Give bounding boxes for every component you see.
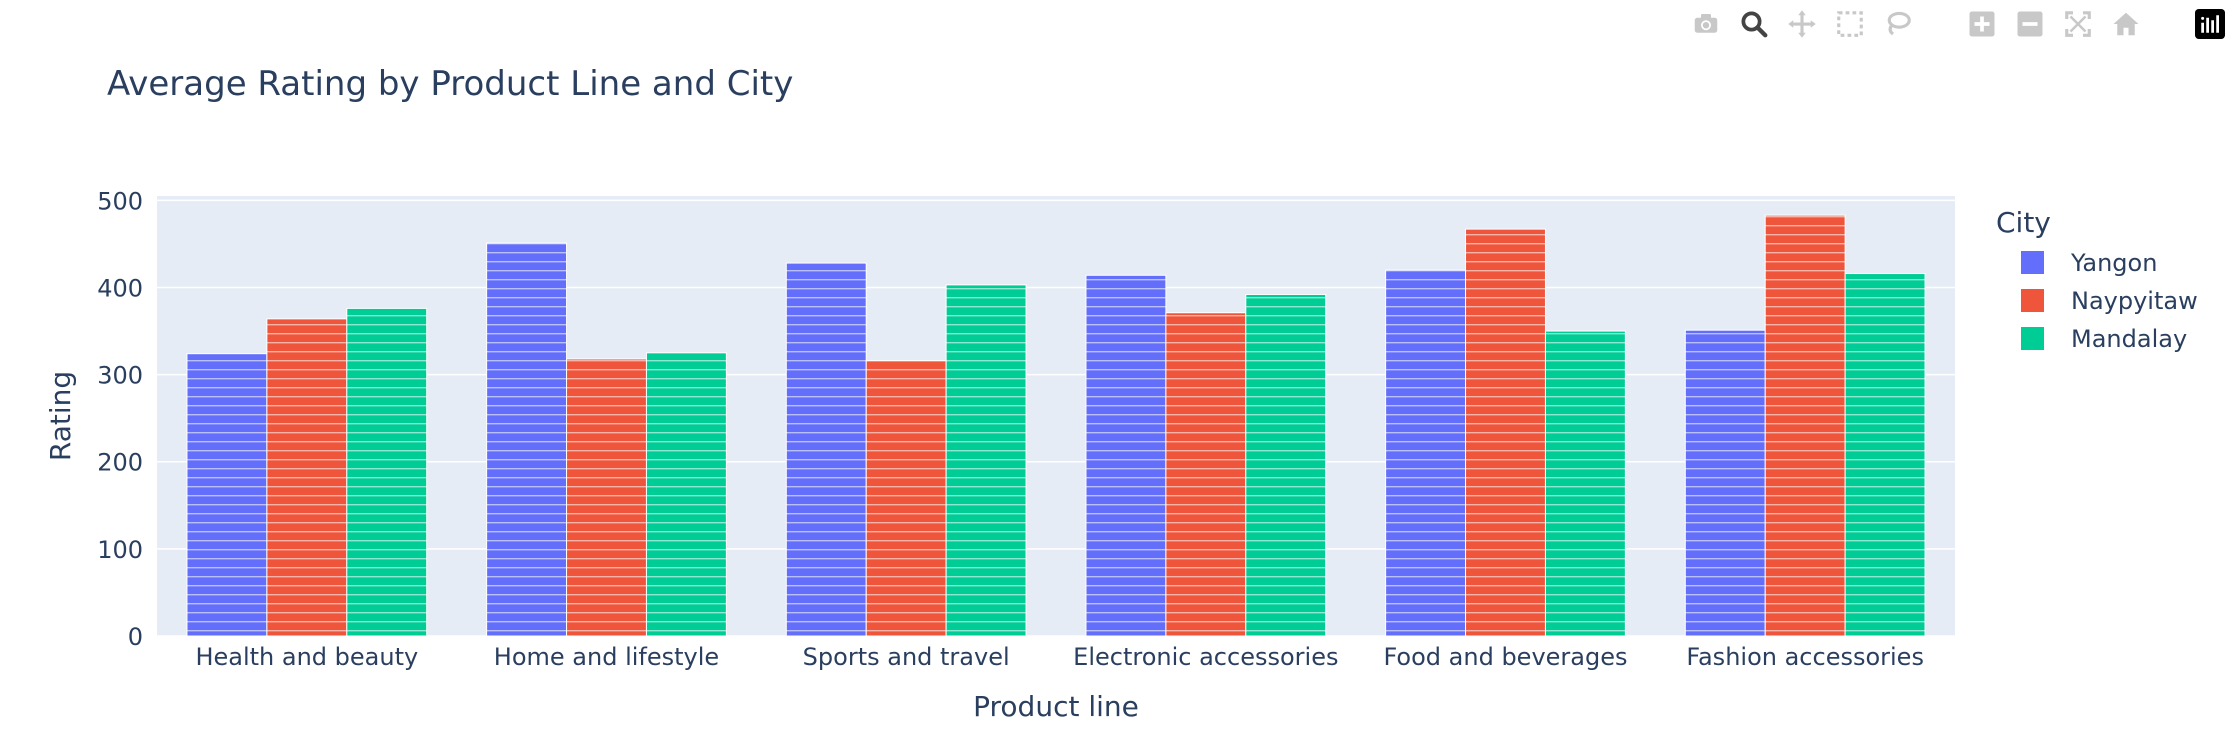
y-tick-label: 0 (128, 623, 143, 651)
y-axis-label: Rating (44, 371, 77, 461)
y-tick-labels: 0 100 200 300 400 500 (97, 187, 143, 651)
y-tick-label: 400 (97, 274, 143, 302)
legend-item[interactable]: Yangon (2021, 249, 2157, 277)
bar[interactable] (1465, 228, 1546, 637)
bar[interactable] (1385, 269, 1467, 637)
home-icon[interactable] (2108, 6, 2144, 42)
bar[interactable] (266, 318, 348, 637)
bar[interactable] (1085, 274, 1167, 637)
legend[interactable]: City Yangon Naypyitaw Mandalay (1996, 206, 2198, 353)
bar[interactable] (1684, 329, 1766, 637)
y-tick-label: 200 (97, 449, 143, 477)
bar[interactable] (865, 360, 947, 637)
lasso-icon[interactable] (1880, 6, 1916, 42)
gridlines (157, 199, 1955, 637)
bar[interactable] (1165, 312, 1247, 637)
legend-label: Mandalay (2071, 325, 2187, 353)
legend-swatch (2021, 251, 2044, 274)
legend-item[interactable]: Mandalay (2021, 325, 2187, 353)
autoscale-icon[interactable] (2060, 6, 2096, 42)
x-tick-label: Home and lifestyle (494, 643, 719, 671)
x-axis-label: Product line (973, 690, 1139, 723)
bar[interactable] (1764, 214, 1846, 637)
camera-icon[interactable] (1688, 6, 1724, 42)
x-tick-label: Food and beverages (1383, 643, 1627, 671)
legend-title: City (1996, 206, 2051, 239)
legend-swatch (2021, 327, 2044, 350)
plot-area (157, 196, 1955, 636)
legend-label: Yangon (2070, 249, 2157, 277)
box-select-icon[interactable] (1832, 6, 1868, 42)
bar[interactable] (1245, 293, 1327, 637)
x-tick-label: Sports and travel (803, 643, 1010, 671)
x-tick-label: Health and beauty (195, 643, 418, 671)
x-tick-label: Fashion accessories (1686, 643, 1924, 671)
bars[interactable] (186, 214, 1926, 637)
bar[interactable] (945, 284, 1027, 637)
bar[interactable] (785, 262, 867, 637)
legend-swatch (2021, 289, 2044, 312)
zoom-out-icon[interactable] (2012, 6, 2048, 42)
bar[interactable] (645, 352, 727, 637)
bar[interactable] (186, 353, 268, 637)
y-tick-label: 100 (97, 536, 143, 564)
zoom-icon[interactable] (1736, 6, 1772, 42)
plotly-logo-icon[interactable] (2192, 6, 2228, 42)
y-tick-label: 500 (97, 187, 143, 215)
pan-icon[interactable] (1784, 6, 1820, 42)
legend-item[interactable]: Naypyitaw (2021, 287, 2198, 315)
bar[interactable] (346, 307, 428, 637)
x-tick-labels: Health and beauty Home and lifestyle Sport… (195, 643, 1923, 671)
x-tick-label: Electronic accessories (1073, 643, 1338, 671)
bar[interactable] (1544, 330, 1626, 637)
y-tick-label: 300 (97, 362, 143, 390)
chart-title: Average Rating by Product Line and City (107, 64, 793, 104)
modebar (1676, 6, 2228, 42)
legend-label: Naypyitaw (2071, 287, 2198, 315)
bar[interactable] (1844, 273, 1926, 637)
bar[interactable] (486, 242, 568, 637)
zoom-in-icon[interactable] (1964, 6, 2000, 42)
bar[interactable] (566, 358, 647, 637)
